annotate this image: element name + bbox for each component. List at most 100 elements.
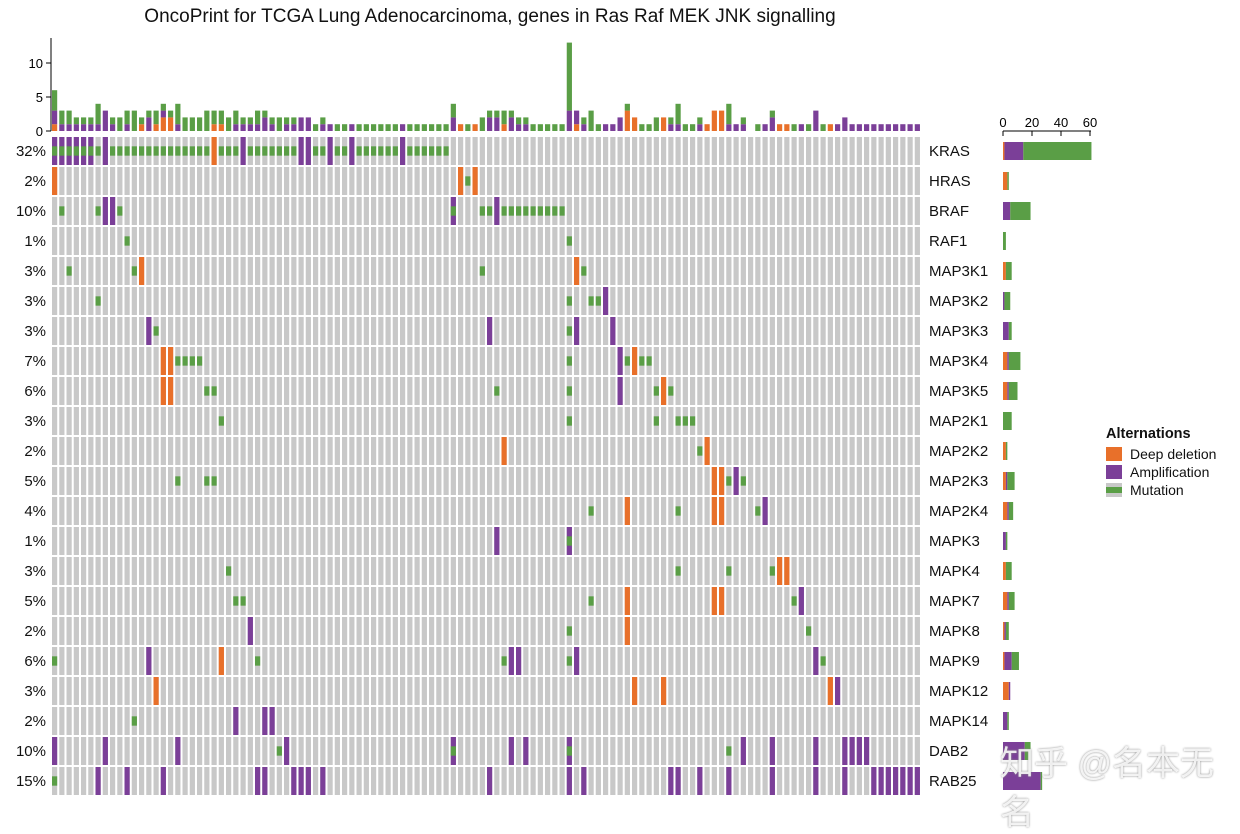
- cell-none: [88, 257, 94, 285]
- cell-none: [733, 437, 739, 465]
- cell-none: [893, 707, 899, 735]
- cell-none: [363, 707, 369, 735]
- cell-none: [334, 677, 340, 705]
- gene-bar-mutation: [1007, 712, 1009, 730]
- cell-amplification: [813, 647, 819, 675]
- cell-none: [856, 617, 862, 645]
- sample-bar-amplification: [59, 124, 65, 131]
- cell-none: [146, 407, 152, 435]
- cell-none: [581, 557, 587, 585]
- sample-bar-amplification: [327, 124, 333, 131]
- cell-none: [189, 677, 195, 705]
- cell-none: [559, 377, 565, 405]
- cell-none: [139, 377, 145, 405]
- cell-mutation: [168, 146, 174, 156]
- top-axis-tick-label: 0: [36, 124, 43, 139]
- cell-none: [226, 347, 232, 375]
- cell-none: [697, 707, 703, 735]
- cell-none: [574, 437, 580, 465]
- cell-none: [313, 437, 319, 465]
- cell-none: [740, 167, 746, 195]
- cell-none: [436, 617, 442, 645]
- cell-none: [516, 137, 522, 165]
- cell-none: [175, 497, 181, 525]
- sample-bar-mutation: [52, 90, 58, 111]
- cell-none: [704, 647, 710, 675]
- cell-none: [827, 467, 833, 495]
- cell-none: [73, 347, 79, 375]
- cell-none: [407, 407, 413, 435]
- cell-none: [327, 317, 333, 345]
- cell-none: [371, 767, 377, 795]
- cell-none: [632, 257, 638, 285]
- cell-none: [552, 317, 558, 345]
- sample-bar-deletion: [661, 117, 667, 131]
- cell-none: [436, 557, 442, 585]
- cell-none: [675, 377, 681, 405]
- cell-none: [233, 347, 239, 375]
- cell-none: [545, 587, 551, 615]
- cell-none: [748, 527, 754, 555]
- cell-none: [675, 677, 681, 705]
- cell-none: [153, 227, 159, 255]
- cell-none: [371, 467, 377, 495]
- cell-none: [798, 767, 804, 795]
- gene-label: RAB25: [929, 773, 977, 790]
- cell-none: [603, 437, 609, 465]
- cell-none: [798, 557, 804, 585]
- sample-bar-mutation: [218, 110, 224, 125]
- cell-none: [878, 527, 884, 555]
- cell-none: [400, 437, 406, 465]
- cell-none: [574, 227, 580, 255]
- cell-none: [668, 497, 674, 525]
- cell-none: [320, 197, 326, 225]
- cell-none: [726, 347, 732, 375]
- cell-none: [907, 707, 913, 735]
- cell-none: [284, 647, 290, 675]
- gene-label: MAP3K2: [929, 293, 988, 310]
- cell-none: [247, 707, 253, 735]
- cell-none: [748, 587, 754, 615]
- cell-none: [218, 377, 224, 405]
- sample-bar-mutation: [320, 117, 326, 125]
- cell-none: [305, 197, 311, 225]
- cell-none: [131, 497, 137, 525]
- cell-none: [777, 197, 783, 225]
- cell-none: [595, 317, 601, 345]
- cell-none: [537, 527, 543, 555]
- cell-mutation: [697, 446, 703, 456]
- cell-none: [842, 257, 848, 285]
- cell-none: [552, 467, 558, 495]
- cell-none: [835, 137, 841, 165]
- deletion-swatch: [1106, 447, 1122, 461]
- cell-none: [711, 197, 717, 225]
- cell-none: [849, 227, 855, 255]
- cell-none: [588, 137, 594, 165]
- cell-none: [762, 527, 768, 555]
- cell-none: [450, 557, 456, 585]
- cell-none: [646, 647, 652, 675]
- sample-bar-amplification: [668, 124, 674, 131]
- cell-none: [588, 677, 594, 705]
- cell-none: [400, 677, 406, 705]
- cell-none: [146, 617, 152, 645]
- cell-none: [552, 167, 558, 195]
- watermark: 知乎 @名本无名: [1000, 745, 1214, 832]
- cell-none: [595, 677, 601, 705]
- cell-none: [726, 527, 732, 555]
- cell-none: [436, 197, 442, 225]
- cell-none: [450, 377, 456, 405]
- cell-none: [878, 137, 884, 165]
- cell-none: [668, 347, 674, 375]
- cell-none: [407, 317, 413, 345]
- sample-bar-amplification: [494, 117, 500, 131]
- cell-none: [392, 527, 398, 555]
- cell-none: [291, 527, 297, 555]
- cell-none: [146, 707, 152, 735]
- cell-none: [646, 617, 652, 645]
- cell-none: [189, 287, 195, 315]
- cell-none: [378, 167, 384, 195]
- sample-bar-mutation: [690, 124, 696, 131]
- cell-mutation: [284, 146, 290, 156]
- cell-none: [284, 767, 290, 795]
